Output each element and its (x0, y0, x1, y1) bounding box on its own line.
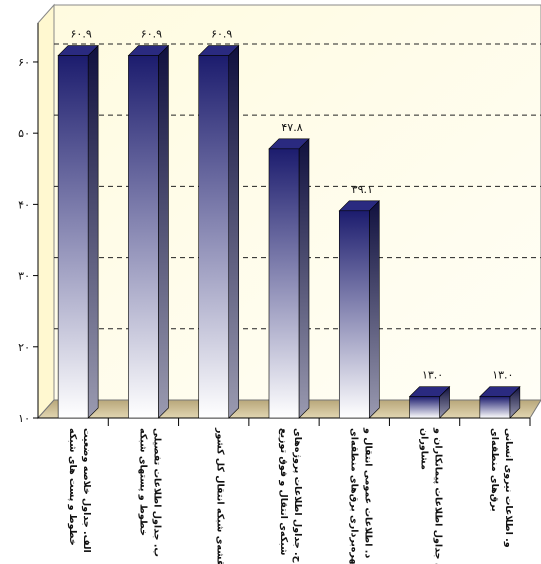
x-tick-label: مشاوران (419, 428, 430, 470)
value-label: ۳۹.۱ (352, 183, 373, 196)
x-tick-label: شبکه‌ی انتقال و فوق توزیع (278, 428, 289, 555)
x-tick-label: ه. جداول اطلاعات پیمانکاران و (433, 427, 444, 564)
x-tick-label: د. اطلاعات عمومی انتقال و (362, 427, 373, 558)
x-tick-label: و. اطلاعات نیروی انسانی (503, 428, 514, 548)
y-tick-label: ۳۰ (18, 270, 30, 283)
bar (268, 148, 300, 419)
bar (198, 55, 230, 419)
x-tick-label: بهره‌برداری برق‌های منطقه‌ای (348, 428, 359, 564)
bar (479, 396, 511, 419)
y-tick-label: ۴۰ (18, 198, 30, 211)
x-tick-label: خطوط و پست های شبکه (67, 428, 78, 546)
value-label: ۱۳.۰ (492, 369, 513, 382)
x-tick-label: ح. جداول اطلاعات پروژه‌های (292, 428, 303, 563)
value-label: ۶۰.۹ (141, 28, 162, 41)
bar-side (228, 44, 240, 419)
bar (128, 55, 159, 419)
value-label: ۶۰.۹ (71, 28, 92, 41)
x-tick-label: ب. جداول اطلاعات تفصیلی (151, 428, 162, 557)
x-tick-label: خطوط و پستهای شبکه (137, 428, 148, 536)
x-tick-label: برق‌های منطقه‌ای (489, 428, 500, 512)
value-label: ۱۳.۰ (422, 369, 443, 382)
value-label: ۴۷.۸ (281, 121, 302, 134)
y-tick-label: ۶۰ (18, 56, 30, 69)
x-tick-label: ج. نقشه‌ی شبکه انتقال کل کشور (215, 427, 226, 564)
bar (338, 210, 370, 419)
bar (409, 396, 440, 419)
side-wall (37, 3, 55, 420)
bar-side (368, 200, 380, 419)
bar (57, 55, 89, 419)
bar-side (158, 44, 169, 419)
bar-side (87, 44, 99, 419)
y-tick-label: ۲۰ (18, 341, 30, 354)
x-tick-label: الف. جداول خلاصه وضعیت (81, 428, 92, 553)
y-tick-label: ۱۰ (18, 412, 30, 425)
bar-side (298, 138, 310, 419)
y-tick-label: ۵۰ (18, 127, 30, 140)
value-label: ۶۰.۹ (211, 28, 232, 41)
